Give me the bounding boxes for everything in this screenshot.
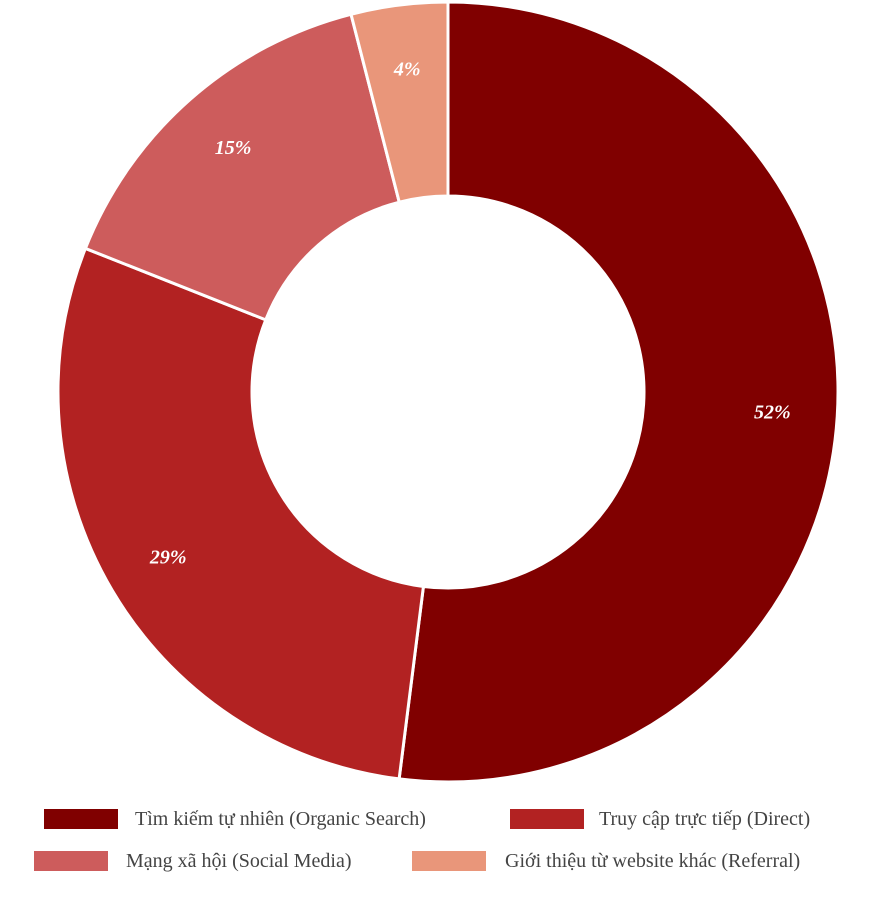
slices-group [56,0,840,784]
slice-label-0: 52% [754,401,791,423]
slice-2 [83,12,402,322]
legend-swatch-3 [412,851,486,871]
legend-swatch-2 [34,851,108,871]
legend: Tìm kiếm tự nhiên (Organic Search) Truy c… [34,808,810,872]
legend-label-0: Tìm kiếm tự nhiên (Organic Search) [135,808,426,830]
slice-3 [349,0,450,204]
legend-label-2: Mạng xã hội (Social Media) [126,850,352,872]
legend-label-1: Truy cập trực tiếp (Direct) [599,808,810,830]
legend-label-3: Giới thiệu từ website khác (Referral) [505,850,800,872]
legend-item-0: Tìm kiếm tự nhiên (Organic Search) [44,808,426,830]
slice-0 [397,0,840,784]
legend-item-3: Giới thiệu từ website khác (Referral) [412,850,800,872]
slice-labels-group: 52% 29% 15% 4% [149,59,791,569]
legend-swatch-0 [44,809,118,829]
legend-item-2: Mạng xã hội (Social Media) [34,850,352,872]
slice-1 [56,246,426,781]
slice-label-3: 4% [393,59,421,81]
legend-item-1: Truy cập trực tiếp (Direct) [510,808,810,830]
legend-swatch-1 [510,809,584,829]
slice-label-1: 29% [149,546,187,568]
slice-label-2: 15% [215,137,252,159]
